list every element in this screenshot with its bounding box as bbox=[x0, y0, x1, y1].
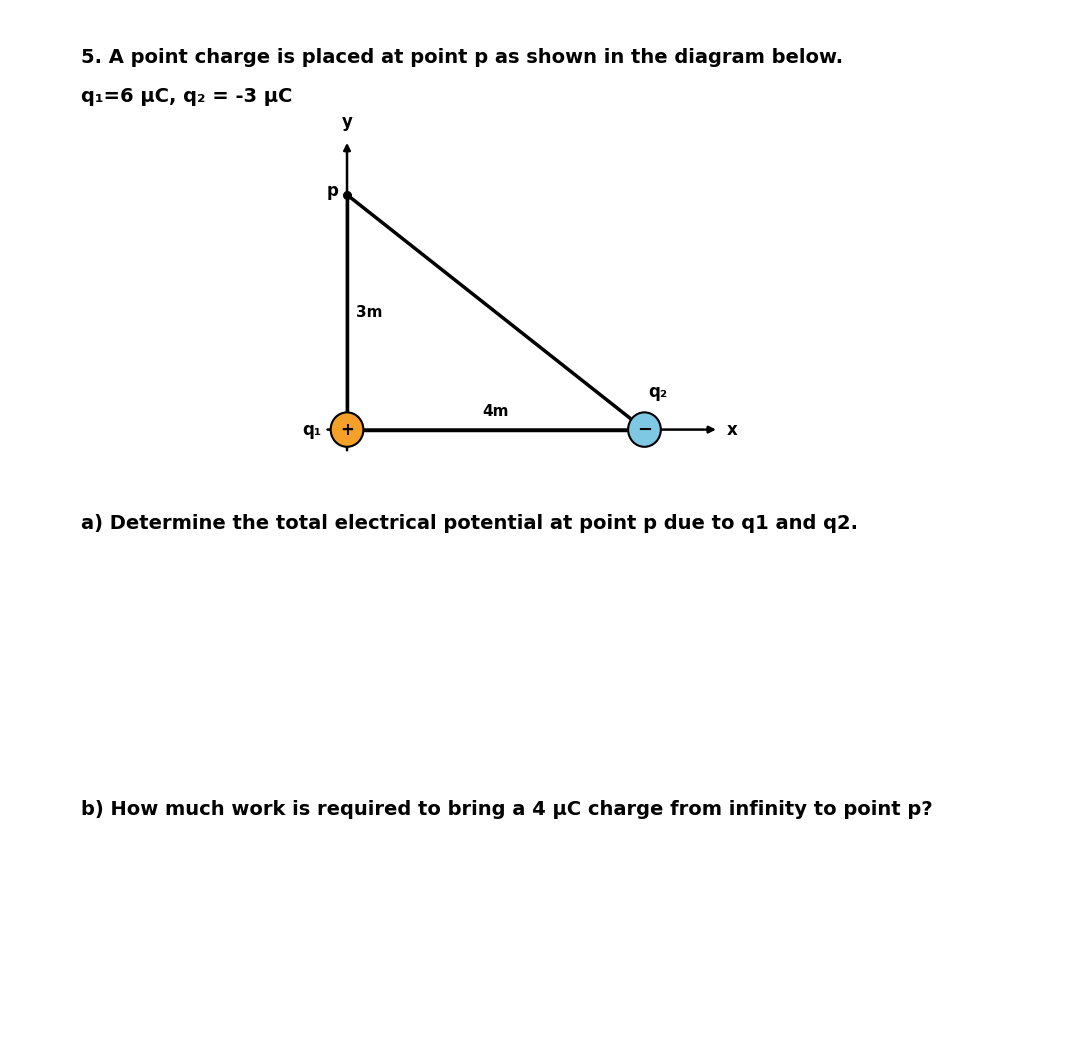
Text: q₁: q₁ bbox=[302, 420, 322, 438]
Text: −: − bbox=[637, 420, 652, 438]
Text: 4m: 4m bbox=[483, 403, 509, 418]
Text: y: y bbox=[341, 112, 352, 130]
Text: +: + bbox=[340, 420, 354, 438]
Text: q₁=6 μC, q₂ = -3 μC: q₁=6 μC, q₂ = -3 μC bbox=[81, 87, 293, 106]
Text: p: p bbox=[326, 182, 338, 200]
Text: q₂: q₂ bbox=[648, 382, 667, 400]
Circle shape bbox=[629, 412, 661, 447]
Circle shape bbox=[330, 412, 363, 447]
Text: 3m: 3m bbox=[356, 305, 382, 320]
Text: x: x bbox=[726, 420, 737, 438]
Text: b) How much work is required to bring a 4 μC charge from infinity to point p?: b) How much work is required to bring a … bbox=[81, 800, 933, 819]
Text: a) Determine the total electrical potential at point p due to q1 and q2.: a) Determine the total electrical potent… bbox=[81, 514, 858, 533]
Text: 5. A point charge is placed at point p as shown in the diagram below.: 5. A point charge is placed at point p a… bbox=[81, 48, 843, 67]
